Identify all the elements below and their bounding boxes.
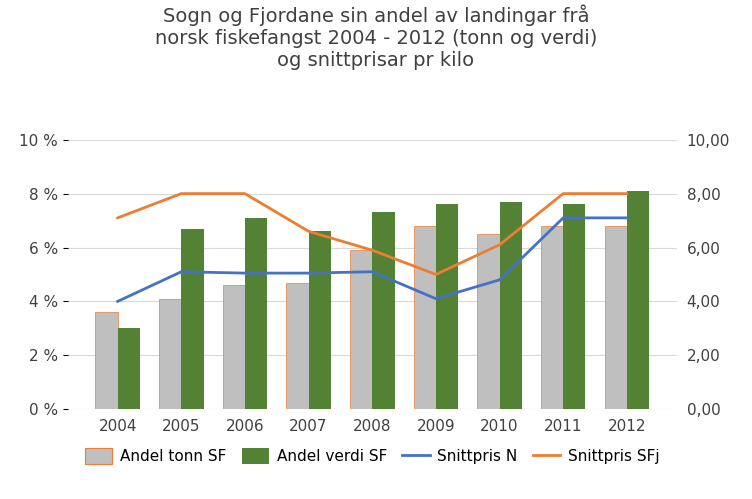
Bar [287,282,308,409]
Snittpris N [495,277,504,283]
Snittpris SFj [495,242,504,248]
Snittpris SFj [368,247,377,253]
Snittpris N [113,298,122,304]
Bar [372,213,395,409]
Bar [117,328,140,409]
Snittpris SFj [432,271,441,277]
Snittpris N [559,215,568,221]
Snittpris SFj [113,215,122,221]
Snittpris SFj [177,191,186,197]
Snittpris N [368,269,377,275]
Snittpris SFj [304,229,313,235]
Snittpris N [623,215,632,221]
Bar [308,232,331,409]
Snittpris N [304,270,313,276]
Bar [181,229,204,409]
Snittpris SFj [623,191,632,197]
Bar [96,312,117,409]
Bar [563,205,586,409]
Snittpris SFj [241,191,250,197]
Bar [541,226,563,409]
Snittpris SFj [559,191,568,197]
Bar [605,226,627,409]
Bar [478,234,499,409]
Snittpris N [241,270,250,276]
Legend: Andel tonn SF, Andel verdi SF, Snittpris N, Snittpris SFj: Andel tonn SF, Andel verdi SF, Snittpris… [80,444,664,469]
Bar [414,226,436,409]
Snittpris N [432,296,441,302]
Bar [159,299,181,409]
Line: Snittpris N: Snittpris N [117,218,627,301]
Bar [436,205,458,409]
Bar [223,285,245,409]
Bar [350,250,372,409]
Text: Sogn og Fjordane sin andel av landingar frå
norsk fiskefangst 2004 - 2012 (tonn : Sogn og Fjordane sin andel av landingar … [155,5,597,70]
Bar [499,202,522,409]
Bar [245,218,267,409]
Snittpris N [177,269,186,275]
Line: Snittpris SFj: Snittpris SFj [117,194,627,274]
Bar [627,191,649,409]
